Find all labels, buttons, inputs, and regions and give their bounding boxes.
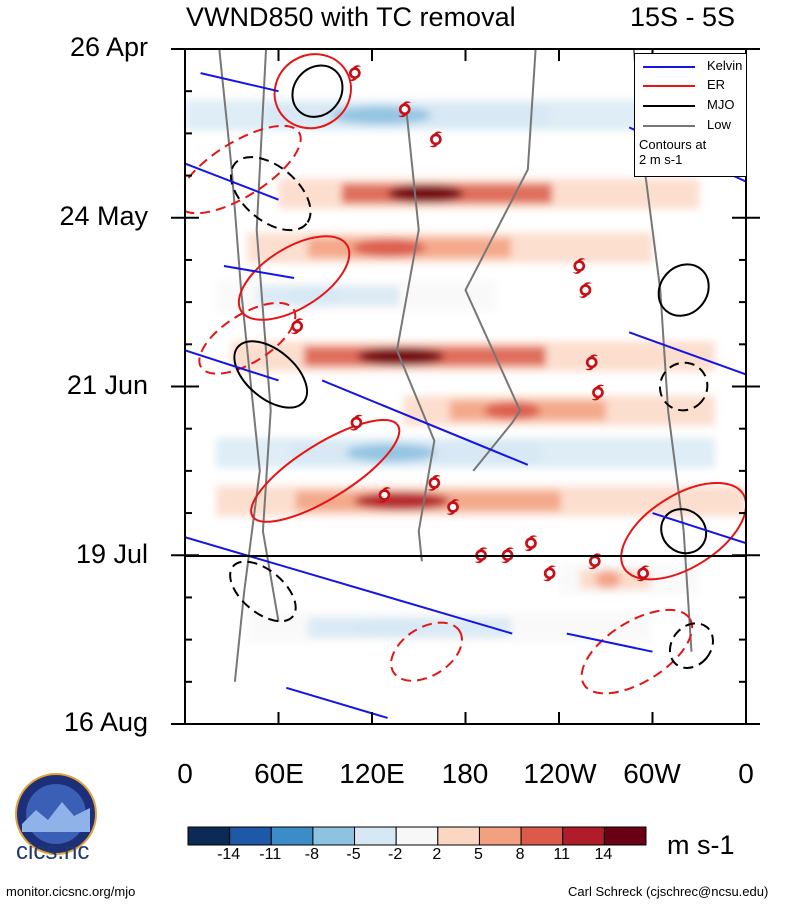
wind-band bbox=[247, 232, 653, 263]
colorbar-swatch bbox=[603, 826, 647, 846]
er-contour bbox=[250, 418, 401, 523]
y-tick-label: 24 May bbox=[59, 201, 148, 231]
mjo-contour bbox=[660, 508, 708, 555]
colorbar-swatch bbox=[354, 826, 397, 846]
mjo-contour bbox=[668, 622, 714, 669]
chart-title: VWND850 with TC removal bbox=[186, 2, 516, 32]
x-tick-label: 60W bbox=[623, 758, 681, 789]
er-contour bbox=[620, 481, 746, 581]
colorbar-swatch bbox=[437, 826, 480, 846]
x-tick-label: 0 bbox=[738, 758, 754, 789]
low-contour bbox=[395, 109, 436, 562]
x-tick-label: 0 bbox=[177, 758, 193, 789]
mjo-contour bbox=[658, 361, 709, 412]
er-contour bbox=[185, 124, 302, 215]
x-tick-label: 180 bbox=[441, 758, 489, 789]
chart-region: 15S - 5S bbox=[630, 2, 736, 32]
colorbar-swatch bbox=[395, 826, 439, 846]
wind-band bbox=[216, 437, 715, 468]
legend-swatch bbox=[643, 66, 695, 68]
kelvin-contour bbox=[185, 536, 513, 635]
wind-band bbox=[216, 485, 746, 517]
kelvin-contour bbox=[652, 512, 746, 545]
colorbar-swatch bbox=[478, 826, 522, 846]
colorbar-tick-label: -2 bbox=[388, 846, 403, 863]
legend-note-line: 2 m s-1 bbox=[639, 152, 683, 167]
kelvin-contour bbox=[200, 72, 279, 93]
cics-logo-icon bbox=[15, 773, 97, 855]
legend-label: Kelvin bbox=[707, 58, 743, 73]
mjo-contours bbox=[229, 64, 714, 669]
colorbar-tick-label: 14 bbox=[594, 846, 613, 863]
colorbar-tick-label: -11 bbox=[259, 846, 282, 863]
kelvin-contour bbox=[566, 632, 653, 653]
mjo-contour bbox=[229, 156, 312, 232]
er-contour bbox=[580, 608, 694, 695]
colorbar-tick-label: 8 bbox=[515, 846, 525, 863]
er-contour bbox=[237, 235, 351, 321]
colorbar-swatch bbox=[312, 826, 356, 846]
source-link[interactable]: monitor.cicsnc.org/mjo bbox=[6, 884, 136, 899]
mjo-contour bbox=[233, 340, 309, 409]
x-tick-label: 60E bbox=[254, 758, 304, 789]
er-contour bbox=[390, 621, 463, 682]
legend-swatch bbox=[643, 105, 695, 107]
wind-band bbox=[231, 341, 715, 372]
er-contour bbox=[198, 301, 297, 375]
colorbar-tick-label: 11 bbox=[553, 846, 571, 863]
x-tick-label: 120W bbox=[523, 758, 597, 789]
colorbar-swatch bbox=[187, 826, 231, 846]
colorbar-swatch bbox=[270, 826, 314, 846]
x-tick-label: 120E bbox=[339, 758, 405, 789]
er-contour bbox=[273, 53, 352, 130]
author-credit: Carl Schreck (cjschrec@ncsu.edu) bbox=[568, 884, 769, 899]
logo-text: cics.nc bbox=[16, 838, 90, 865]
mjo-contour bbox=[657, 263, 710, 317]
kelvin-contour bbox=[286, 686, 388, 719]
legend-label: ER bbox=[707, 77, 726, 92]
colorbar-swatch bbox=[562, 826, 605, 846]
y-tick-label: 26 Apr bbox=[69, 32, 148, 62]
legend-note-line: Contours at bbox=[639, 137, 707, 152]
legend-note: Contours at 2 m s-1 bbox=[639, 137, 706, 167]
colorbar-tick-label: 5 bbox=[474, 846, 483, 863]
mjo-contour bbox=[291, 64, 344, 118]
colorbar-units: m s-1 bbox=[667, 830, 735, 860]
wind-band bbox=[559, 564, 700, 595]
y-tick-label: 16 Aug bbox=[63, 707, 148, 737]
wind-band bbox=[216, 281, 497, 312]
colorbar-swatch bbox=[229, 826, 272, 846]
colorbar bbox=[187, 826, 647, 846]
legend-label: Low bbox=[707, 117, 731, 132]
er-contours bbox=[185, 53, 746, 695]
legend-swatch bbox=[643, 85, 695, 87]
y-tick-label: 19 Jul bbox=[75, 539, 148, 569]
colorbar-tick-label: -8 bbox=[304, 846, 320, 863]
kelvin-contour bbox=[185, 162, 279, 201]
low-contour bbox=[464, 49, 537, 472]
y-tick-label: 21 Jun bbox=[66, 370, 148, 400]
kelvin-contour bbox=[321, 379, 529, 466]
colorbar-tick-label: -5 bbox=[346, 846, 361, 863]
kelvin-contour bbox=[628, 331, 746, 376]
wind-band bbox=[247, 612, 653, 643]
wind-band bbox=[403, 395, 715, 426]
wind-band bbox=[278, 178, 700, 209]
colorbar-swatch bbox=[520, 826, 564, 846]
colorbar-tick-label: -14 bbox=[217, 846, 241, 863]
low-contour bbox=[218, 49, 261, 682]
kelvin-contour bbox=[185, 349, 279, 382]
kelvin-contour bbox=[223, 264, 295, 280]
legend-swatch bbox=[643, 125, 695, 127]
colorbar-tick-label: 2 bbox=[432, 846, 442, 863]
mjo-contour bbox=[229, 560, 297, 623]
legend-label: MJO bbox=[707, 97, 735, 112]
legend: Kelvin ER MJO Low Contours at 2 m s-1 bbox=[634, 53, 747, 177]
